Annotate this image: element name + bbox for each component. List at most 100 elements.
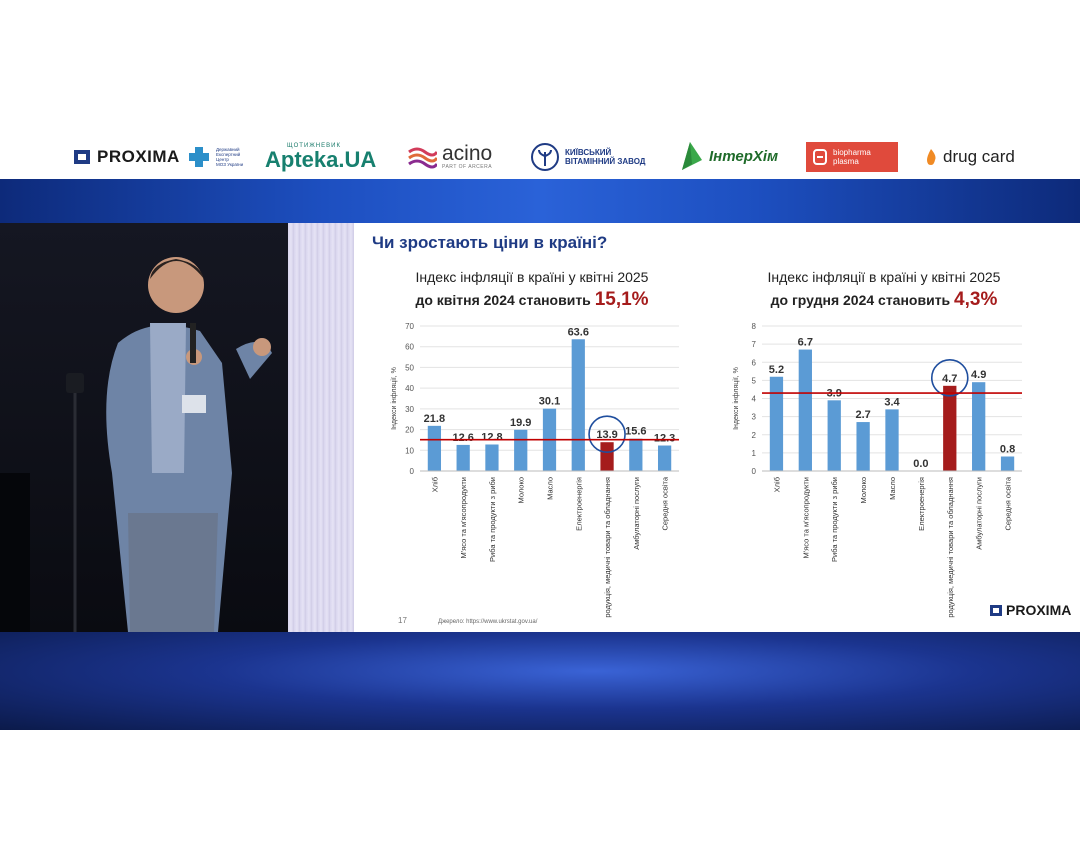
category-label: М'ясо та м'ясопродукти (459, 477, 468, 558)
data-label: 0.0 (913, 458, 928, 470)
drugcard-logo: drug card (924, 134, 1015, 179)
data-label: 0.8 (1000, 444, 1015, 456)
y-tick-label: 3 (752, 413, 757, 422)
bar (972, 382, 986, 471)
bar (456, 444, 470, 471)
bar (1000, 456, 1015, 471)
drugcard-logo-text: drug card (943, 146, 1015, 166)
data-label: 63.6 (568, 326, 589, 338)
stage-floor-band (0, 632, 1080, 730)
left-chart-subtitle-2: до квітня 2024 становить 15,1% (352, 289, 712, 311)
right-chart-percent: 4,3% (954, 289, 998, 310)
y-tick-label: 7 (752, 340, 757, 349)
data-label: 2.7 (855, 409, 870, 421)
category-label: Масло (888, 477, 897, 500)
biopharma-mark-icon (813, 148, 827, 165)
center-line-4: МОЗ України (216, 161, 244, 167)
y-tick-label: 0 (752, 467, 757, 476)
bar (571, 339, 585, 471)
bar (657, 445, 672, 471)
interchem-logo-text: ІнтерХім (709, 148, 779, 165)
category-label: Середня освіта (661, 476, 670, 530)
medical-cross-icon (189, 146, 209, 167)
apteka-logo: ЩОТИЖНЕВИК Apteka.UA (265, 134, 376, 179)
highlight-circle (588, 415, 626, 454)
data-label: 19.9 (510, 417, 531, 429)
y-tick-label: 20 (405, 426, 414, 435)
data-label: 12.8 (481, 431, 502, 443)
bar (827, 400, 841, 471)
biopharma-line-2: plasma (833, 156, 859, 166)
kvz-line-2: ВІТАМІННИЙ ЗАВОД (565, 156, 646, 166)
right-chart-subtitle-text: до грудня 2024 становить (770, 292, 951, 308)
right-chart-subtitle-2: до грудня 2024 становить 4,3% (704, 289, 1064, 311)
category-label: Середня освіта (1004, 476, 1013, 530)
bar (629, 438, 643, 471)
y-axis-label: Індекси інфляції, % (390, 367, 398, 430)
proxima-logo: PROXIMA (74, 134, 180, 179)
left-chart-percent: 15,1% (594, 289, 649, 310)
category-label: Фармацевтична продукція, медичні товари … (946, 477, 955, 618)
data-label: 6.7 (798, 337, 813, 349)
page-number: 17 (398, 616, 407, 625)
stage-led-band (0, 179, 1080, 223)
data-label: 12.3 (654, 433, 675, 445)
left-inflation-chart: 0 10 20 30 40 50 60 70 Індекси інфляції, % 21.8 Хл… (390, 322, 679, 618)
left-chart-subtitle-text: до квітня 2024 становить (415, 292, 591, 308)
source-note: Джерело: https://www.ukrstat.gov.ua/ (438, 619, 538, 625)
video-frame: PROXIMA Державний Експертний Центр МОЗ У… (0, 134, 1080, 730)
y-tick-label: 30 (405, 405, 414, 414)
center-line-2: Експертний (216, 151, 241, 157)
bar (514, 429, 528, 471)
y-tick-label: 5 (752, 376, 757, 385)
bar (943, 385, 957, 471)
bar (600, 442, 614, 471)
apteka-logo-text: Apteka.UA (265, 146, 377, 172)
data-label: 4.7 (942, 373, 957, 385)
category-label: Молоко (517, 477, 526, 504)
speaker-stage (0, 223, 290, 632)
proxima-mark-icon (990, 604, 1002, 616)
bar (485, 444, 499, 471)
center-line-3: Центр (216, 156, 229, 162)
data-label: 3.4 (884, 396, 900, 408)
bar (856, 422, 870, 471)
vitamin-plant-icon (531, 142, 559, 171)
slide-proxima-text: PROXIMA (1006, 602, 1072, 618)
category-label: Риба та продукти з риби (830, 477, 839, 562)
bar (427, 425, 442, 471)
data-label: 30.1 (539, 396, 560, 408)
y-tick-label: 2 (752, 431, 757, 440)
right-inflation-chart: 0 1 2 3 4 5 6 7 8 Індекси інфляції, % 5.2 Хліб 6.7 М'… (732, 322, 1022, 618)
category-label: Фармацевтична продукція, медичні товари … (603, 477, 612, 618)
proxima-logo-text: PROXIMA (97, 146, 180, 166)
kvz-line-1: КИЇВСЬКИЙ (565, 147, 612, 157)
speaker-figure-icon (0, 257, 272, 632)
acino-logo-text: acino (442, 142, 493, 165)
center-line-1: Державний (216, 146, 240, 152)
y-tick-label: 4 (752, 395, 757, 404)
data-label: 15.6 (625, 426, 646, 438)
y-tick-label: 6 (752, 358, 757, 367)
category-label: М'ясо та м'ясопродукти (801, 477, 810, 558)
sponsor-bar: PROXIMA Державний Експертний Центр МОЗ У… (0, 134, 1080, 179)
y-tick-label: 8 (752, 322, 757, 331)
biopharma-line-1: biopharma (833, 147, 871, 157)
proxima-mark-icon (74, 149, 90, 164)
data-label: 4.9 (971, 369, 986, 381)
slide-title: Чи зростають ціни в країні? (372, 233, 608, 252)
interchem-logo: ІнтерХім (678, 134, 778, 179)
expert-center-logo: Державний Експертний Центр МОЗ України (187, 134, 243, 179)
bar (885, 409, 899, 471)
category-label: Хліб (772, 477, 781, 492)
kyiv-vitamin-logo: КИЇВСЬКИЙ ВІТАМІННИЙ ЗАВОД (530, 134, 646, 179)
data-label: 13.9 (596, 429, 617, 441)
y-tick-label: 50 (405, 363, 414, 372)
data-label: 21.8 (424, 413, 445, 425)
leaf-icon (682, 141, 702, 170)
presentation-slide: Чи зростають ціни в країні? Індекс інфля… (354, 223, 1080, 632)
bar (769, 376, 784, 471)
data-label: 12.6 (452, 432, 473, 444)
biopharma-logo: biopharma plasma (806, 134, 898, 179)
apteka-small-text: ЩОТИЖНЕВИК (287, 142, 341, 149)
